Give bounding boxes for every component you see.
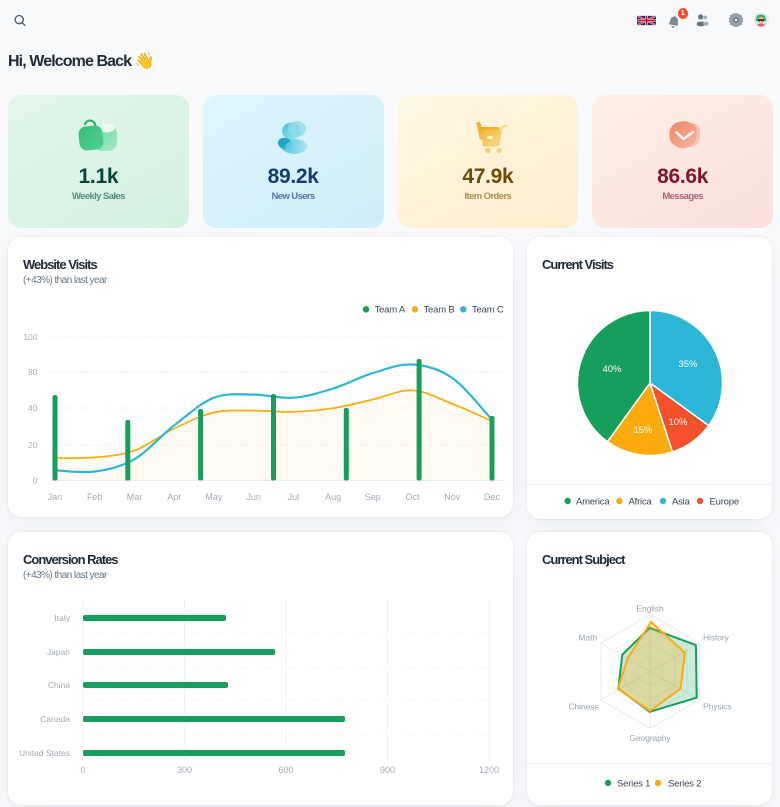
svg-text:100: 100: [23, 332, 37, 342]
svg-text:Jun: Jun: [246, 492, 261, 502]
svg-text:40: 40: [28, 403, 38, 413]
svg-text:Geography: Geography: [629, 733, 671, 743]
svg-text:Chinese: Chinese: [569, 702, 600, 712]
svg-text:1200: 1200: [479, 765, 499, 775]
svg-text:May: May: [205, 492, 223, 502]
svg-text:Feb: Feb: [87, 492, 103, 502]
svg-text:Dec: Dec: [484, 492, 501, 502]
svg-text:300: 300: [177, 765, 192, 775]
svg-text:History: History: [703, 633, 730, 643]
svg-text:Africa: Africa: [629, 496, 653, 507]
svg-text:Team B: Team B: [424, 305, 455, 316]
svg-text:Jan: Jan: [48, 492, 63, 502]
svg-text:Physics: Physics: [703, 702, 732, 712]
svg-text:Team A: Team A: [375, 305, 406, 316]
svg-text:Jul: Jul: [288, 492, 300, 502]
svg-text:15%: 15%: [633, 425, 653, 436]
svg-text:China: China: [48, 680, 70, 690]
svg-text:Team C: Team C: [472, 305, 504, 316]
svg-text:Sep: Sep: [365, 492, 381, 502]
svg-text:900: 900: [380, 765, 395, 775]
svg-text:0: 0: [33, 476, 38, 486]
svg-text:Math: Math: [579, 633, 598, 643]
svg-text:600: 600: [278, 765, 293, 775]
svg-text:United States: United States: [19, 748, 70, 758]
svg-text:Mar: Mar: [127, 492, 143, 502]
svg-text:Oct: Oct: [406, 492, 421, 502]
svg-text:0: 0: [80, 765, 85, 775]
svg-text:Apr: Apr: [167, 492, 181, 502]
svg-text:Japan: Japan: [47, 647, 70, 657]
svg-text:80: 80: [28, 367, 38, 377]
svg-text:Asia: Asia: [672, 496, 691, 507]
svg-text:35%: 35%: [678, 359, 698, 370]
svg-text:20: 20: [28, 440, 38, 450]
svg-text:Europe: Europe: [710, 496, 739, 507]
svg-text:Aug: Aug: [325, 492, 341, 502]
svg-text:10%: 10%: [668, 417, 688, 428]
svg-text:40%: 40%: [602, 364, 622, 375]
svg-text:Nov: Nov: [444, 492, 461, 502]
svg-text:English: English: [636, 604, 664, 614]
svg-text:Italy: Italy: [54, 613, 70, 623]
svg-text:Canada: Canada: [40, 714, 70, 724]
svg-text:Series 2: Series 2: [668, 778, 701, 789]
svg-text:Series 1: Series 1: [617, 778, 650, 789]
svg-text:America: America: [576, 496, 610, 507]
